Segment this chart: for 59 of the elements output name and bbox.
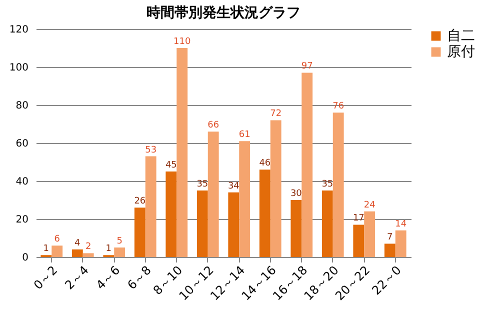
data-label: 17 <box>352 214 364 224</box>
data-label: 110 <box>174 37 191 47</box>
bar <box>259 170 270 257</box>
bar <box>228 192 240 257</box>
bar <box>395 230 406 257</box>
y-tick-label: 0 <box>22 252 28 264</box>
data-label: 24 <box>364 200 376 210</box>
x-tick-label: 22～0 <box>369 263 404 298</box>
y-tick-label: 20 <box>16 214 28 226</box>
bar <box>166 172 177 257</box>
bar <box>82 253 94 257</box>
data-label: 45 <box>165 160 177 170</box>
legend-label: 原付 <box>447 44 475 60</box>
data-label: 5 <box>116 236 122 246</box>
x-tick-label: 2～4 <box>62 263 92 292</box>
bar <box>302 72 313 257</box>
data-label: 1 <box>106 244 112 254</box>
y-tick-label: 60 <box>16 138 28 150</box>
bar <box>176 48 188 257</box>
x-tick-label: 6～8 <box>124 263 154 292</box>
bar <box>270 120 282 257</box>
data-label: 6 <box>54 234 60 245</box>
y-tick-label: 80 <box>16 100 28 112</box>
data-label: 66 <box>208 120 220 131</box>
bar <box>208 132 219 257</box>
data-label: 4 <box>74 238 81 248</box>
data-label: 1 <box>43 244 50 254</box>
bar <box>134 208 146 257</box>
bar <box>114 248 126 257</box>
data-label: 35 <box>322 180 334 190</box>
data-label: 30 <box>290 189 302 199</box>
x-tick-label: 4～6 <box>93 263 123 292</box>
bar <box>52 246 63 257</box>
data-label: 53 <box>145 145 157 156</box>
x-tick-label: 0～2 <box>30 263 60 292</box>
data-label: 34 <box>228 181 240 192</box>
bar <box>322 190 333 257</box>
data-label: 61 <box>238 130 250 140</box>
bar <box>145 156 156 257</box>
data-label: 46 <box>259 158 271 169</box>
y-tick-label: 120 <box>9 24 28 36</box>
bar <box>332 112 344 257</box>
data-label: 2 <box>85 242 92 252</box>
y-tick-label: 100 <box>9 62 28 74</box>
data-label: 14 <box>395 219 407 230</box>
bar <box>196 190 208 257</box>
legend-label: 自二 <box>447 28 475 44</box>
data-label: 7 <box>387 232 393 243</box>
bar <box>72 249 83 257</box>
chart-title: 時間帯別発生状況グラフ <box>146 5 300 21</box>
bar <box>290 200 302 257</box>
data-label: 26 <box>134 196 146 207</box>
bar <box>384 244 396 257</box>
data-label: 35 <box>196 180 208 190</box>
bar <box>353 224 364 257</box>
y-tick-label: 40 <box>16 176 28 188</box>
bar <box>364 211 376 257</box>
bar <box>239 141 250 257</box>
data-label: 72 <box>270 109 282 120</box>
